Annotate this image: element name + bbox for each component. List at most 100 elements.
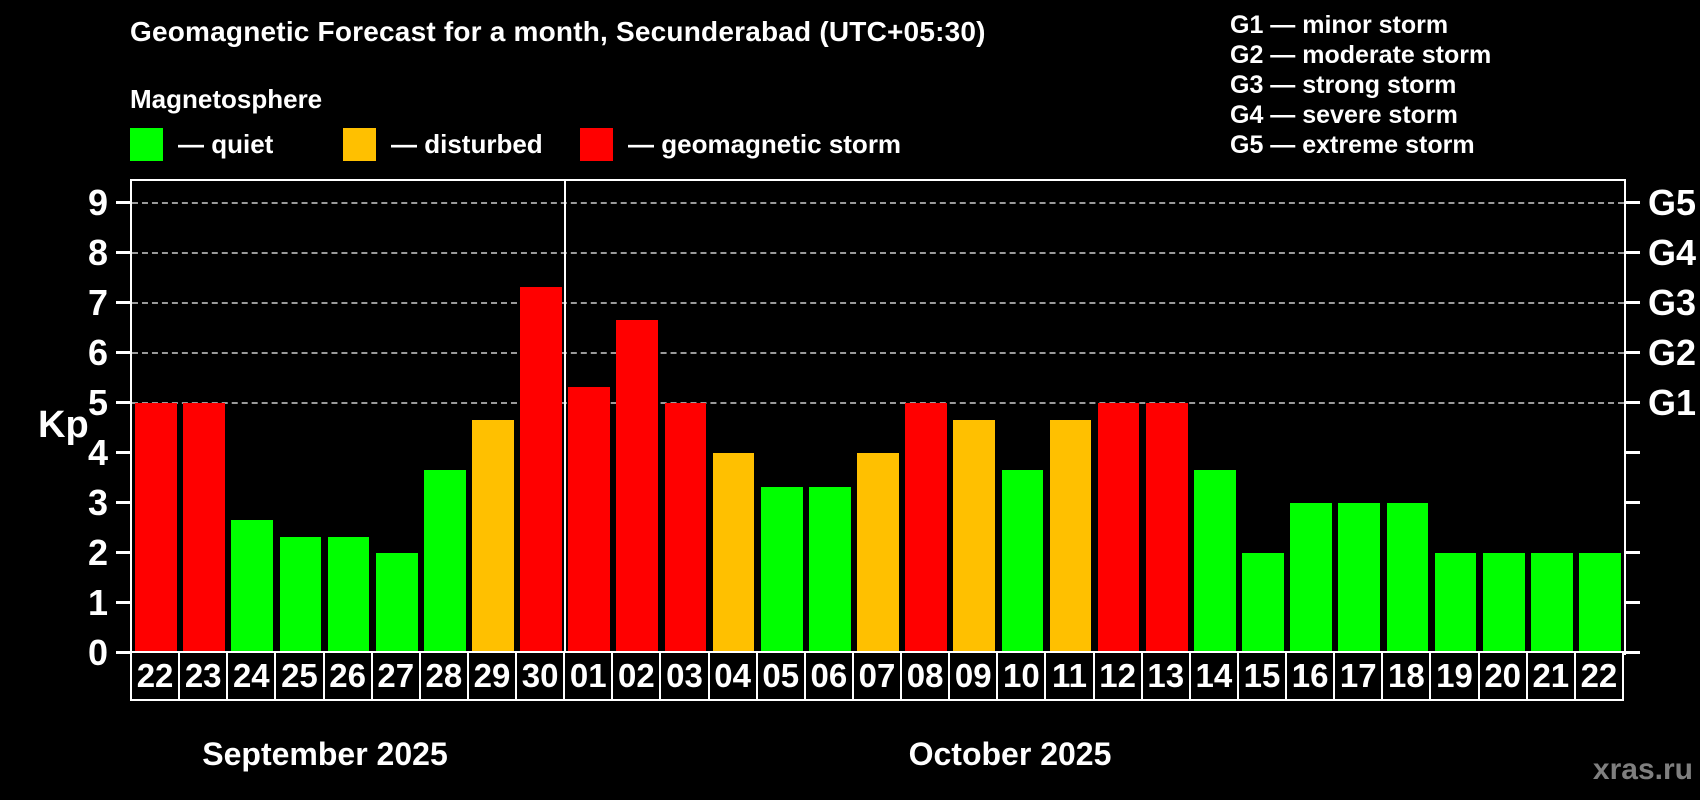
day-label: 06 (803, 651, 854, 701)
left-axis-tick (116, 401, 130, 404)
kp-bar (1097, 403, 1140, 653)
right-axis-tick (1626, 451, 1640, 454)
kp-bar (616, 319, 659, 653)
day-label: 17 (1333, 651, 1384, 701)
kp-bar (135, 403, 177, 653)
y-tick-label: 7 (87, 282, 108, 323)
y-tick-label: 4 (87, 432, 108, 473)
day-label: 09 (948, 651, 999, 701)
day-label: 10 (996, 651, 1047, 701)
day-label: 22 (1573, 651, 1624, 701)
kp-bar (1049, 419, 1092, 653)
day-label: 05 (755, 651, 806, 701)
kp-bar (520, 286, 562, 653)
right-axis-tick (1626, 551, 1640, 554)
right-axis-tick (1626, 351, 1640, 354)
kp-bar (1386, 503, 1429, 653)
day-label: 04 (707, 651, 758, 701)
month-boundary-line (564, 181, 567, 653)
day-label: 30 (515, 651, 566, 701)
plot-inner (132, 181, 1624, 653)
day-label: 13 (1140, 651, 1191, 701)
g1-legend-line: G1 — minor storm (1230, 11, 1449, 39)
storm-color-swatch (580, 127, 613, 161)
right-axis-tick (1626, 201, 1640, 204)
day-label: 18 (1381, 651, 1432, 701)
day-label: 12 (1092, 651, 1143, 701)
left-axis-tick (116, 601, 130, 604)
left-axis-tick (116, 451, 130, 454)
watermark: xras.ru (1592, 753, 1693, 786)
kp-bar (760, 486, 803, 653)
g-tick-label-g2: G2 (1648, 332, 1697, 373)
month-label: September 2025 (202, 736, 448, 772)
right-axis-tick (1626, 301, 1640, 304)
left-axis-tick (116, 551, 130, 554)
g-scale-legend: G1 — minor storm G2 — moderate storm G3 … (1230, 10, 1491, 160)
gridline-kp-5 (132, 402, 1624, 404)
kp-bar (1434, 553, 1477, 653)
y-tick-label: 0 (87, 632, 108, 673)
day-label: 19 (1429, 651, 1480, 701)
y-tick-label: 9 (87, 182, 108, 223)
disturbed-color-swatch (343, 127, 376, 161)
magnetosphere-legend: — quiet — disturbed — geomagnetic storm (0, 126, 1120, 162)
kp-bar (1145, 403, 1188, 653)
kp-bar (905, 403, 947, 653)
day-label: 27 (370, 651, 421, 701)
legend-item-storm: — geomagnetic storm (580, 126, 901, 162)
kp-bar (423, 469, 466, 653)
gridline-kp-9 (132, 202, 1624, 204)
kp-bar (953, 419, 996, 653)
left-axis-tick (116, 501, 130, 504)
kp-bar (327, 536, 370, 653)
day-label: 02 (611, 651, 662, 701)
kp-bar (664, 403, 707, 653)
y-axis-label: Kp (38, 404, 89, 446)
legend-item-disturbed: — disturbed (343, 126, 543, 162)
legend-disturbed-label: — disturbed (391, 128, 543, 159)
g3-legend-line: G3 — strong storm (1230, 71, 1457, 99)
left-axis-tick (116, 301, 130, 304)
kp-bar (1530, 553, 1573, 653)
right-axis-tick (1626, 401, 1640, 404)
day-label: 01 (563, 651, 614, 701)
quiet-color-swatch (130, 127, 163, 161)
g4-legend-line: G4 — severe storm (1230, 101, 1458, 129)
kp-bar (1001, 469, 1044, 653)
left-axis-tick (116, 251, 130, 254)
kp-bar (375, 553, 418, 653)
kp-bar (183, 403, 226, 653)
kp-bar (231, 519, 274, 653)
day-label: 26 (322, 651, 373, 701)
chart-title: Geomagnetic Forecast for a month, Secund… (130, 16, 986, 47)
right-axis-tick (1626, 251, 1640, 254)
kp-bar (712, 453, 755, 653)
g-tick-label-g5: G5 (1648, 182, 1697, 223)
day-label: 11 (1044, 651, 1095, 701)
day-label: 21 (1525, 651, 1576, 701)
day-label: 08 (900, 651, 951, 701)
kp-bar (1579, 553, 1621, 653)
legend-quiet-label: — quiet (178, 128, 274, 159)
right-axis-tick (1626, 601, 1640, 604)
day-label: 03 (659, 651, 710, 701)
day-label: 14 (1188, 651, 1239, 701)
g-tick-label-g3: G3 (1648, 282, 1697, 323)
kp-bar (568, 386, 611, 653)
g-tick-label-g4: G4 (1648, 232, 1697, 273)
y-tick-label: 2 (87, 532, 108, 573)
y-tick-label: 5 (87, 382, 108, 423)
day-label: 28 (418, 651, 469, 701)
g5-legend-line: G5 — extreme storm (1230, 131, 1475, 159)
legend-item-quiet: — quiet (130, 126, 273, 162)
g2-legend-line: G2 — moderate storm (1230, 41, 1492, 69)
g-tick-label-g1: G1 (1648, 382, 1697, 423)
plot-area (130, 179, 1626, 655)
gridline-kp-7 (132, 302, 1624, 304)
month-label: October 2025 (908, 736, 1112, 772)
left-axis-tick (116, 651, 130, 654)
kp-bar (279, 536, 322, 653)
kp-bar (1338, 503, 1381, 653)
